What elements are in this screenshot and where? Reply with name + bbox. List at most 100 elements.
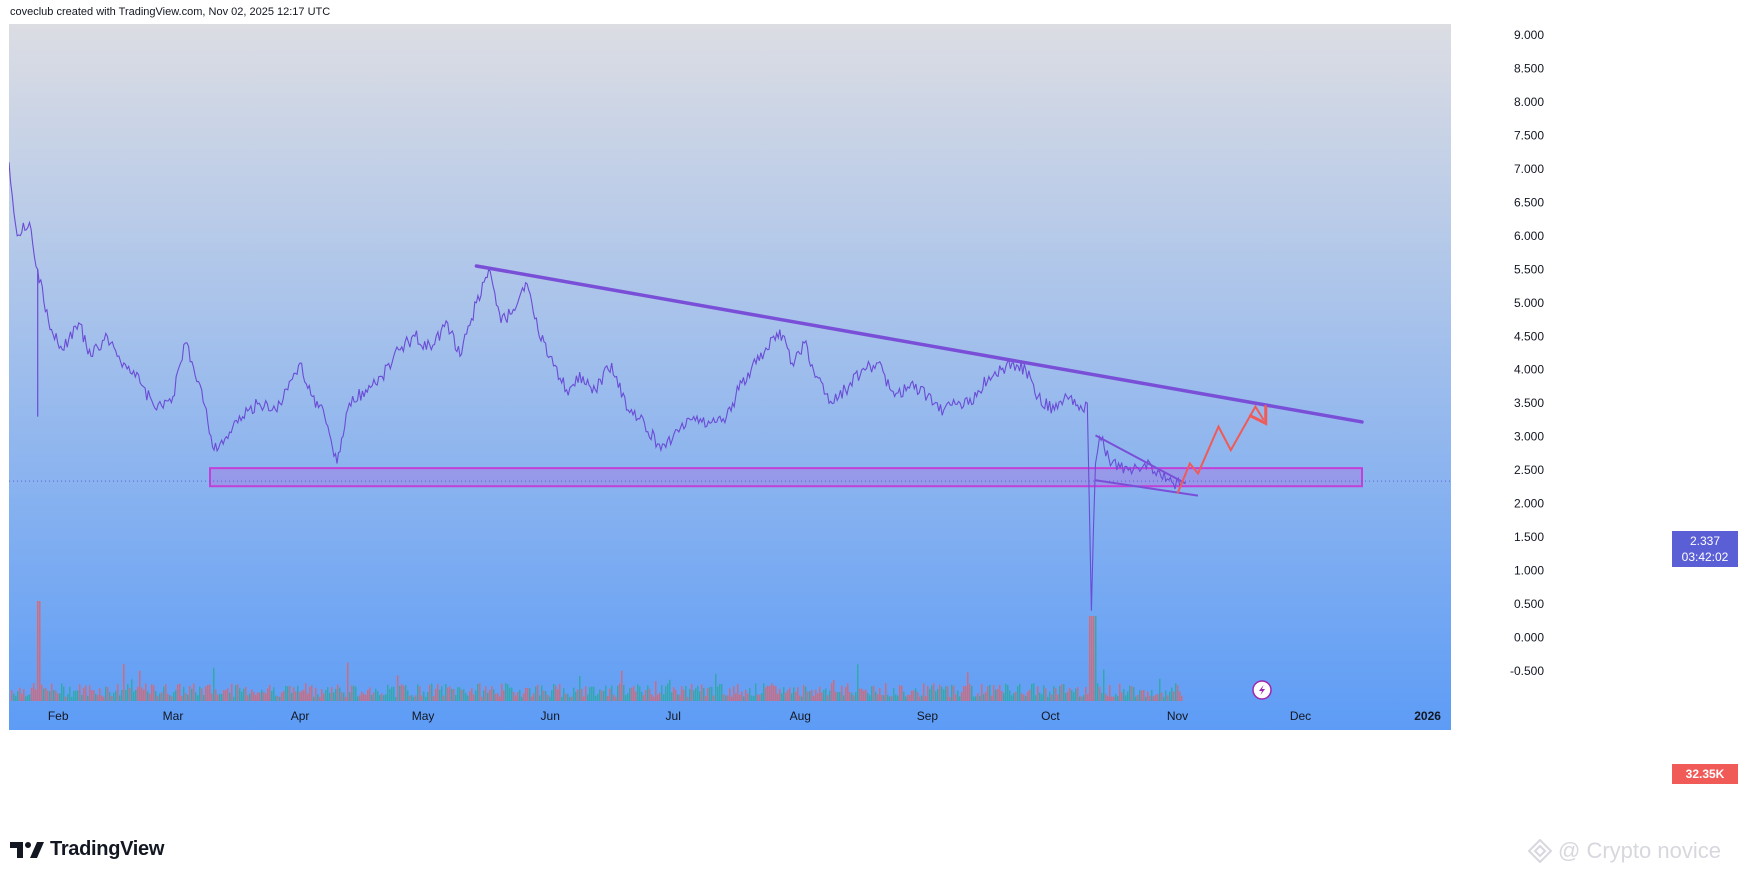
volume-bar [773,685,775,701]
volume-bar [467,695,469,701]
volume-bar [655,681,657,701]
volume-bar [293,687,295,701]
time-tick-label: Mar [163,709,184,723]
volume-bar [545,691,547,701]
volume-bar [755,683,757,701]
volume-bar [1175,683,1177,701]
volume-bar [259,692,261,701]
volume-bar [647,685,649,701]
volume-bar [1009,690,1011,701]
volume-bar [961,692,963,701]
volume-bar [177,684,179,701]
volume-bar [297,685,299,701]
price-axis[interactable]: 9.000 8.500 8.000 7.500 7.000 6.500 6.000 5.500… [1510,28,1544,678]
volume-bar [229,692,231,701]
volume-bar [601,690,603,701]
lightning-icon[interactable] [1252,680,1272,700]
volume-bar [851,693,853,701]
volume-bar [453,689,455,701]
volume-bar [567,693,569,701]
time-axis[interactable]: Feb Mar Apr May Jun Jul Aug Sep Oct Nov Dec 2026 [48,709,1441,723]
tradingview-logo[interactable]: TradingView [10,838,164,861]
volume-bar [1067,691,1069,701]
volume-bar [49,691,51,701]
volume-bar [945,686,947,701]
volume-bar [15,695,17,701]
volume-bar [935,691,937,701]
volume-bar [477,683,479,701]
volume-bar [45,687,47,701]
volume-bars [11,601,1183,701]
volume-bar [721,683,723,701]
volume-bar [337,684,339,701]
volume-bar [315,687,317,701]
volume-bar [1141,690,1143,701]
volume-bar [489,690,491,701]
chart-area[interactable]: 9.000 8.500 8.000 7.500 7.000 6.500 6.000 5.500… [8,24,1759,821]
support-zone[interactable] [209,467,1363,488]
volume-bar [189,685,191,701]
volume-bar [425,696,427,701]
price-tick-label: 7.500 [1514,128,1544,142]
volume-bar [461,689,463,701]
volume-bar [455,695,457,701]
time-axis-background [9,730,1759,821]
volume-bar [947,686,949,701]
volume-bar [285,685,287,701]
volume-bar [1151,689,1153,701]
volume-bar [1017,686,1019,701]
volume-bar [985,692,987,701]
volume-bar [559,684,561,701]
volume-bar [1155,694,1157,701]
volume-bar [663,694,665,701]
wedge-upper-line[interactable] [1095,434,1187,485]
volume-bar [995,689,997,701]
volume-bar [21,693,23,701]
volume-bar [753,695,755,701]
volume-bar [691,684,693,701]
volume-bar [667,683,669,701]
price-chart[interactable]: 9.000 8.500 8.000 7.500 7.000 6.500 6.000 5.500… [8,24,1759,821]
volume-bar [1133,687,1135,701]
descending-trendline[interactable] [474,264,1364,424]
volume-bar [1023,694,1025,701]
volume-bar [349,692,351,701]
volume-bar [683,689,685,701]
price-series-line[interactable] [8,162,1183,611]
volume-bar [643,695,645,701]
price-tick-label: 8.500 [1514,61,1544,75]
volume-bar [639,686,641,701]
volume-bar [27,695,29,701]
volume-bar [299,692,301,701]
wedge-lower-line[interactable] [1095,479,1199,497]
volume-bar [279,696,281,701]
volume-bar [395,696,397,701]
volume-bar [37,601,39,701]
volume-bar [763,683,765,701]
volume-bar [389,688,391,701]
volume-bar [1147,691,1149,701]
volume-bar [319,696,321,701]
volume-bar [539,695,541,701]
volume-bar [505,683,507,701]
volume-bar [705,695,707,701]
volume-bar [723,694,725,701]
volume-bar [1099,686,1101,701]
volume-bar [135,689,137,701]
volume-bar [1163,696,1165,701]
volume-bar [627,693,629,701]
volume-bar [959,696,961,701]
volume-bar [373,692,375,701]
volume-bar [1119,683,1121,701]
projection-arrow[interactable] [1176,407,1264,494]
volume-bar [847,683,849,701]
volume-bar [423,691,425,701]
volume-bar [431,683,433,701]
volume-bar [637,684,639,701]
volume-bar [805,686,807,701]
volume-bar [183,686,185,701]
volume-bar [1079,696,1081,701]
volume-bar [369,687,371,701]
volume-bar [313,696,315,701]
volume-bar [573,687,575,701]
